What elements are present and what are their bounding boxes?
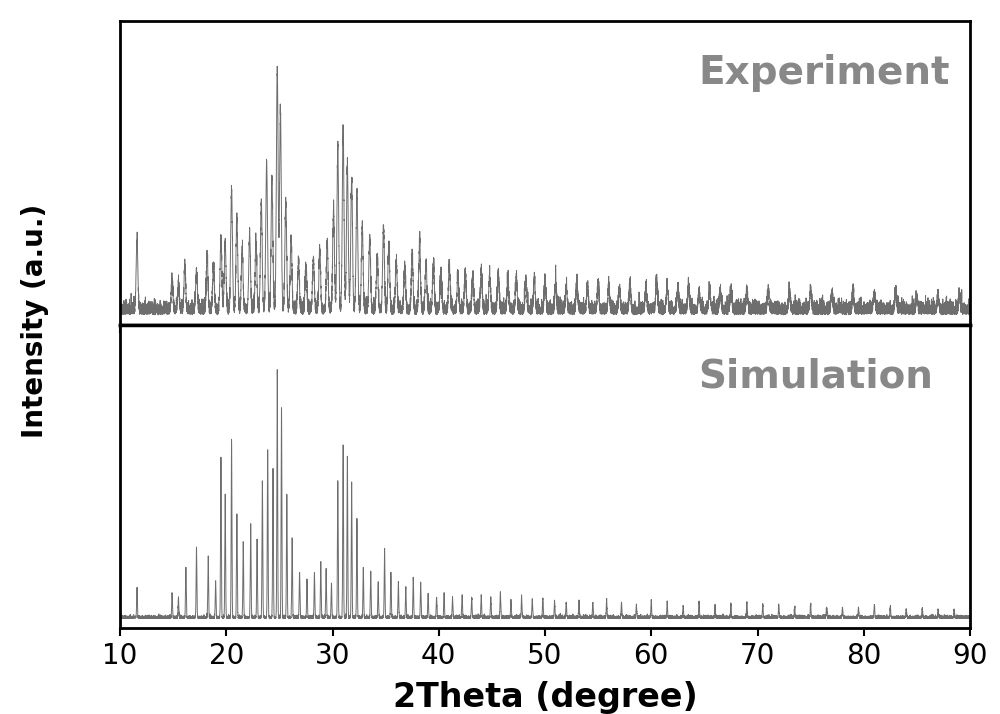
X-axis label: 2Theta (degree): 2Theta (degree) [393,680,697,713]
Text: Simulation: Simulation [698,358,933,396]
Text: Intensity (a.u.): Intensity (a.u.) [21,204,49,438]
Text: Experiment: Experiment [698,54,950,92]
